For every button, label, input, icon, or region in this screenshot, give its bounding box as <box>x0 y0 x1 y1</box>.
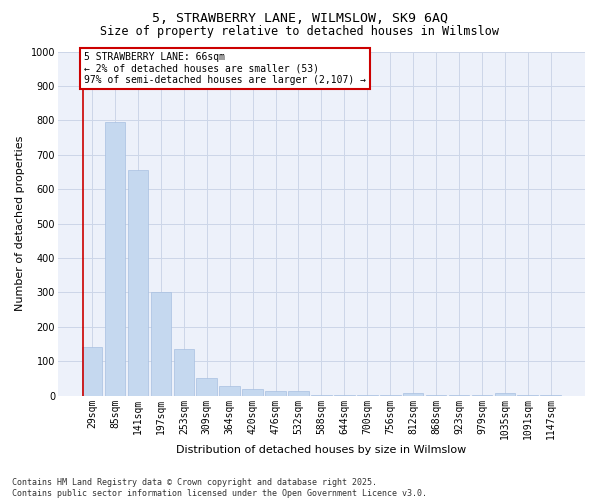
Text: Contains HM Land Registry data © Crown copyright and database right 2025.
Contai: Contains HM Land Registry data © Crown c… <box>12 478 427 498</box>
Bar <box>265 390 286 396</box>
Bar <box>220 386 240 396</box>
Bar <box>334 395 355 396</box>
Bar <box>403 393 424 396</box>
Text: 5, STRAWBERRY LANE, WILMSLOW, SK9 6AQ: 5, STRAWBERRY LANE, WILMSLOW, SK9 6AQ <box>152 12 448 26</box>
Bar <box>494 393 515 396</box>
Bar <box>242 390 263 396</box>
Bar <box>196 378 217 396</box>
Bar <box>311 394 332 396</box>
Bar <box>151 292 171 396</box>
Y-axis label: Number of detached properties: Number of detached properties <box>15 136 25 311</box>
Bar <box>128 170 148 396</box>
Bar <box>288 390 309 396</box>
Text: 5 STRAWBERRY LANE: 66sqm
← 2% of detached houses are smaller (53)
97% of semi-de: 5 STRAWBERRY LANE: 66sqm ← 2% of detache… <box>84 52 366 86</box>
Bar <box>82 348 103 396</box>
Bar <box>105 122 125 396</box>
Bar <box>173 349 194 396</box>
X-axis label: Distribution of detached houses by size in Wilmslow: Distribution of detached houses by size … <box>176 445 467 455</box>
Text: Size of property relative to detached houses in Wilmslow: Size of property relative to detached ho… <box>101 25 499 38</box>
